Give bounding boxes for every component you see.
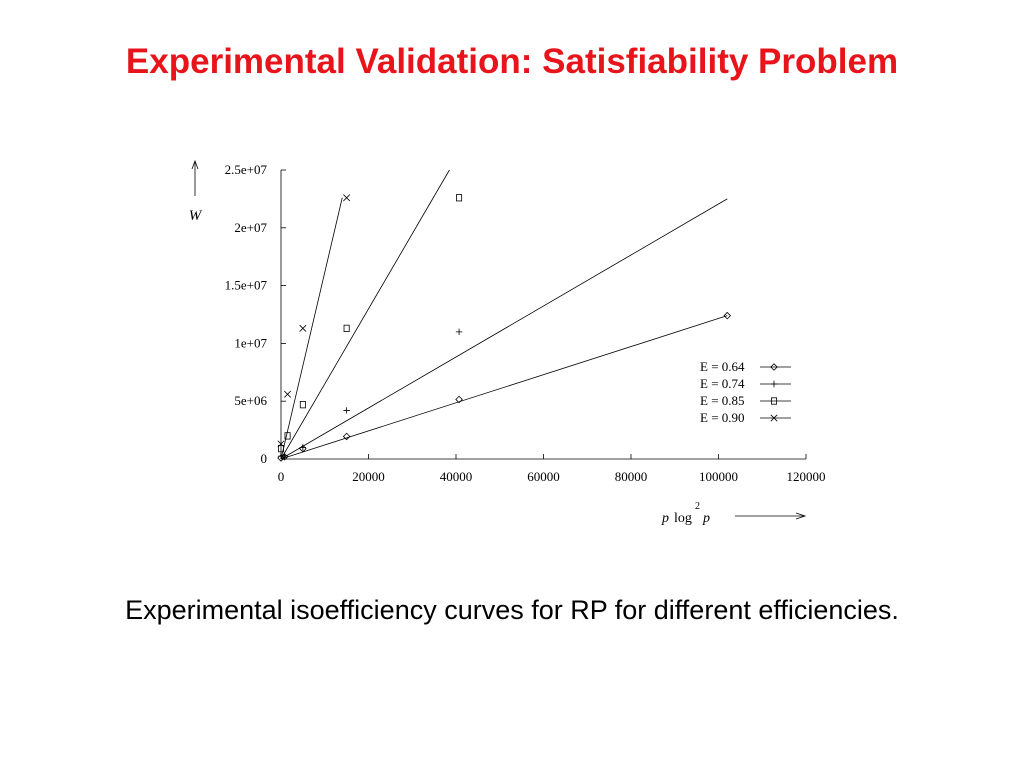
x-tick-label: 20000 (352, 469, 385, 484)
legend-label-diamond: E = 0.64 (700, 359, 745, 374)
legend-label-plus: E = 0.74 (700, 376, 745, 391)
y-tick-label: 1e+07 (234, 335, 267, 350)
y-tick-label: 0 (261, 451, 268, 466)
chart-legend: E = 0.64 E = 0.74 E = 0.85 E = 0.90 (700, 359, 791, 425)
y-arrow-head (191, 159, 199, 170)
x-tick-label: 100000 (699, 469, 738, 484)
data-markers (277, 194, 732, 462)
fit-line-plus (280, 198, 728, 460)
legend-marker-cross (770, 414, 778, 422)
point-plus (277, 452, 285, 460)
legend-marker-diamond (770, 363, 778, 371)
point-square (277, 444, 284, 453)
point-diamond (277, 454, 285, 462)
point-square (456, 194, 463, 202)
legend-marker-square (771, 397, 778, 405)
point-square (284, 432, 291, 440)
x-tick-label: 80000 (615, 469, 648, 484)
y-tick-label: 5e+06 (234, 393, 267, 408)
point-diamond (342, 432, 351, 441)
point-cross (343, 194, 351, 202)
fit-lines (280, 169, 728, 460)
x-arrow-head (795, 512, 807, 520)
x-tick-label: 60000 (527, 469, 560, 484)
x-tick-label: 120000 (787, 469, 826, 484)
y-tick-label: 1.5e+07 (225, 278, 268, 293)
point-plus (299, 444, 307, 451)
point-cross (299, 324, 307, 332)
point-cross (284, 390, 292, 398)
fit-line-cross (280, 197, 343, 460)
point-cross (277, 440, 285, 448)
y-tick-label: 2.5e+07 (225, 162, 268, 177)
point-plus (281, 452, 288, 459)
x-label-p2: p (702, 511, 710, 526)
legend-label-square: E = 0.85 (700, 393, 745, 408)
x-label-p: p (661, 511, 669, 526)
x-label-log: log (674, 511, 692, 526)
slide-caption: Experimental isoefficiency curves for RP… (125, 595, 899, 625)
slide-title: Experimental Validation: Satisfiability … (125, 42, 899, 81)
fit-line-square (280, 169, 450, 460)
point-plus (343, 407, 350, 414)
fit-line-diamond (280, 315, 728, 460)
x-label-exponent: 2 (695, 501, 700, 512)
x-tick-label: 0 (278, 469, 285, 484)
point-square (343, 324, 350, 332)
y-axis-label: W (189, 208, 203, 224)
chart-axes: 0 20000 40000 60000 80000 100000 120000 0 5e+06 1… (225, 162, 826, 484)
x-tick-label: 40000 (440, 469, 473, 484)
y-tick-label: 2e+07 (234, 220, 267, 235)
point-plus (455, 328, 463, 336)
legend-marker-plus (770, 380, 778, 388)
legend-label-cross: E = 0.90 (700, 410, 745, 425)
point-square (299, 401, 306, 409)
point-diamond (723, 311, 732, 320)
point-diamond (455, 395, 463, 404)
